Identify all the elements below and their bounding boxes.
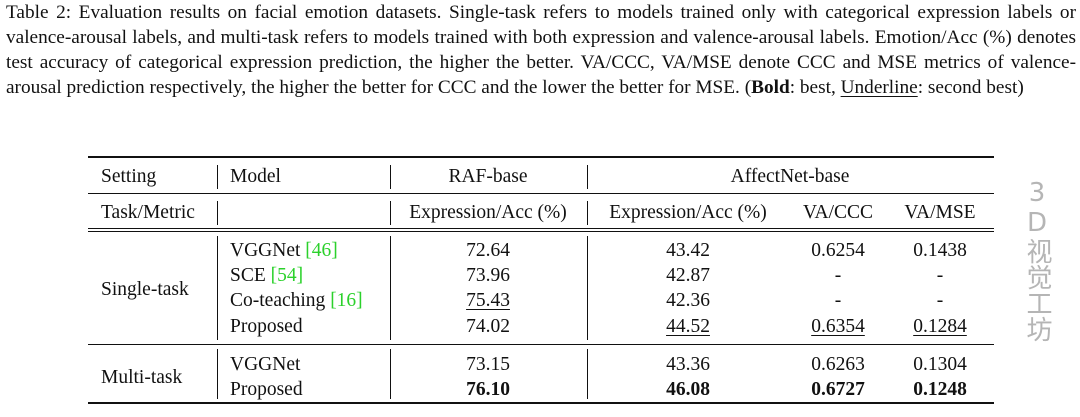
divider bbox=[217, 236, 218, 340]
group-multi-task: Multi-task bbox=[101, 367, 183, 388]
header-rule-1 bbox=[88, 228, 994, 229]
header-rule-2 bbox=[88, 231, 994, 232]
divider bbox=[217, 165, 218, 189]
header-va-ccc: VA/CCC bbox=[802, 202, 874, 223]
header-raf: RAF-base bbox=[448, 166, 528, 187]
citation-link[interactable]: [16] bbox=[330, 290, 363, 311]
divider bbox=[587, 236, 588, 340]
divider bbox=[217, 201, 218, 225]
divider bbox=[587, 201, 588, 225]
header-task-metric: Task/Metric bbox=[101, 202, 195, 223]
group-single-task: Single-task bbox=[101, 279, 189, 300]
top-rule bbox=[88, 156, 994, 158]
header-model: Model bbox=[230, 166, 281, 187]
divider bbox=[390, 236, 391, 340]
divider bbox=[587, 165, 588, 189]
citation-link[interactable]: [46] bbox=[305, 240, 338, 261]
divider bbox=[390, 349, 391, 399]
citation-link[interactable]: [54] bbox=[270, 265, 304, 286]
header-raf-expr: Expression/Acc (%) bbox=[409, 202, 567, 223]
header-va-mse: VA/MSE bbox=[904, 202, 976, 223]
group-rule bbox=[88, 344, 994, 345]
header-aff-expr: Expression/Acc (%) bbox=[609, 202, 767, 223]
bottom-rule bbox=[88, 402, 994, 404]
divider bbox=[217, 349, 218, 399]
header-affectnet: AffectNet-base bbox=[730, 166, 850, 187]
watermark-logo: 3D视觉工坊 bbox=[1022, 178, 1052, 342]
divider bbox=[587, 349, 588, 399]
divider bbox=[390, 165, 391, 189]
divider bbox=[390, 201, 391, 225]
header-setting: Setting bbox=[101, 166, 157, 187]
table-caption: Table 2: Evaluation results on facial em… bbox=[6, 2, 1076, 98]
mid-rule bbox=[88, 193, 994, 194]
